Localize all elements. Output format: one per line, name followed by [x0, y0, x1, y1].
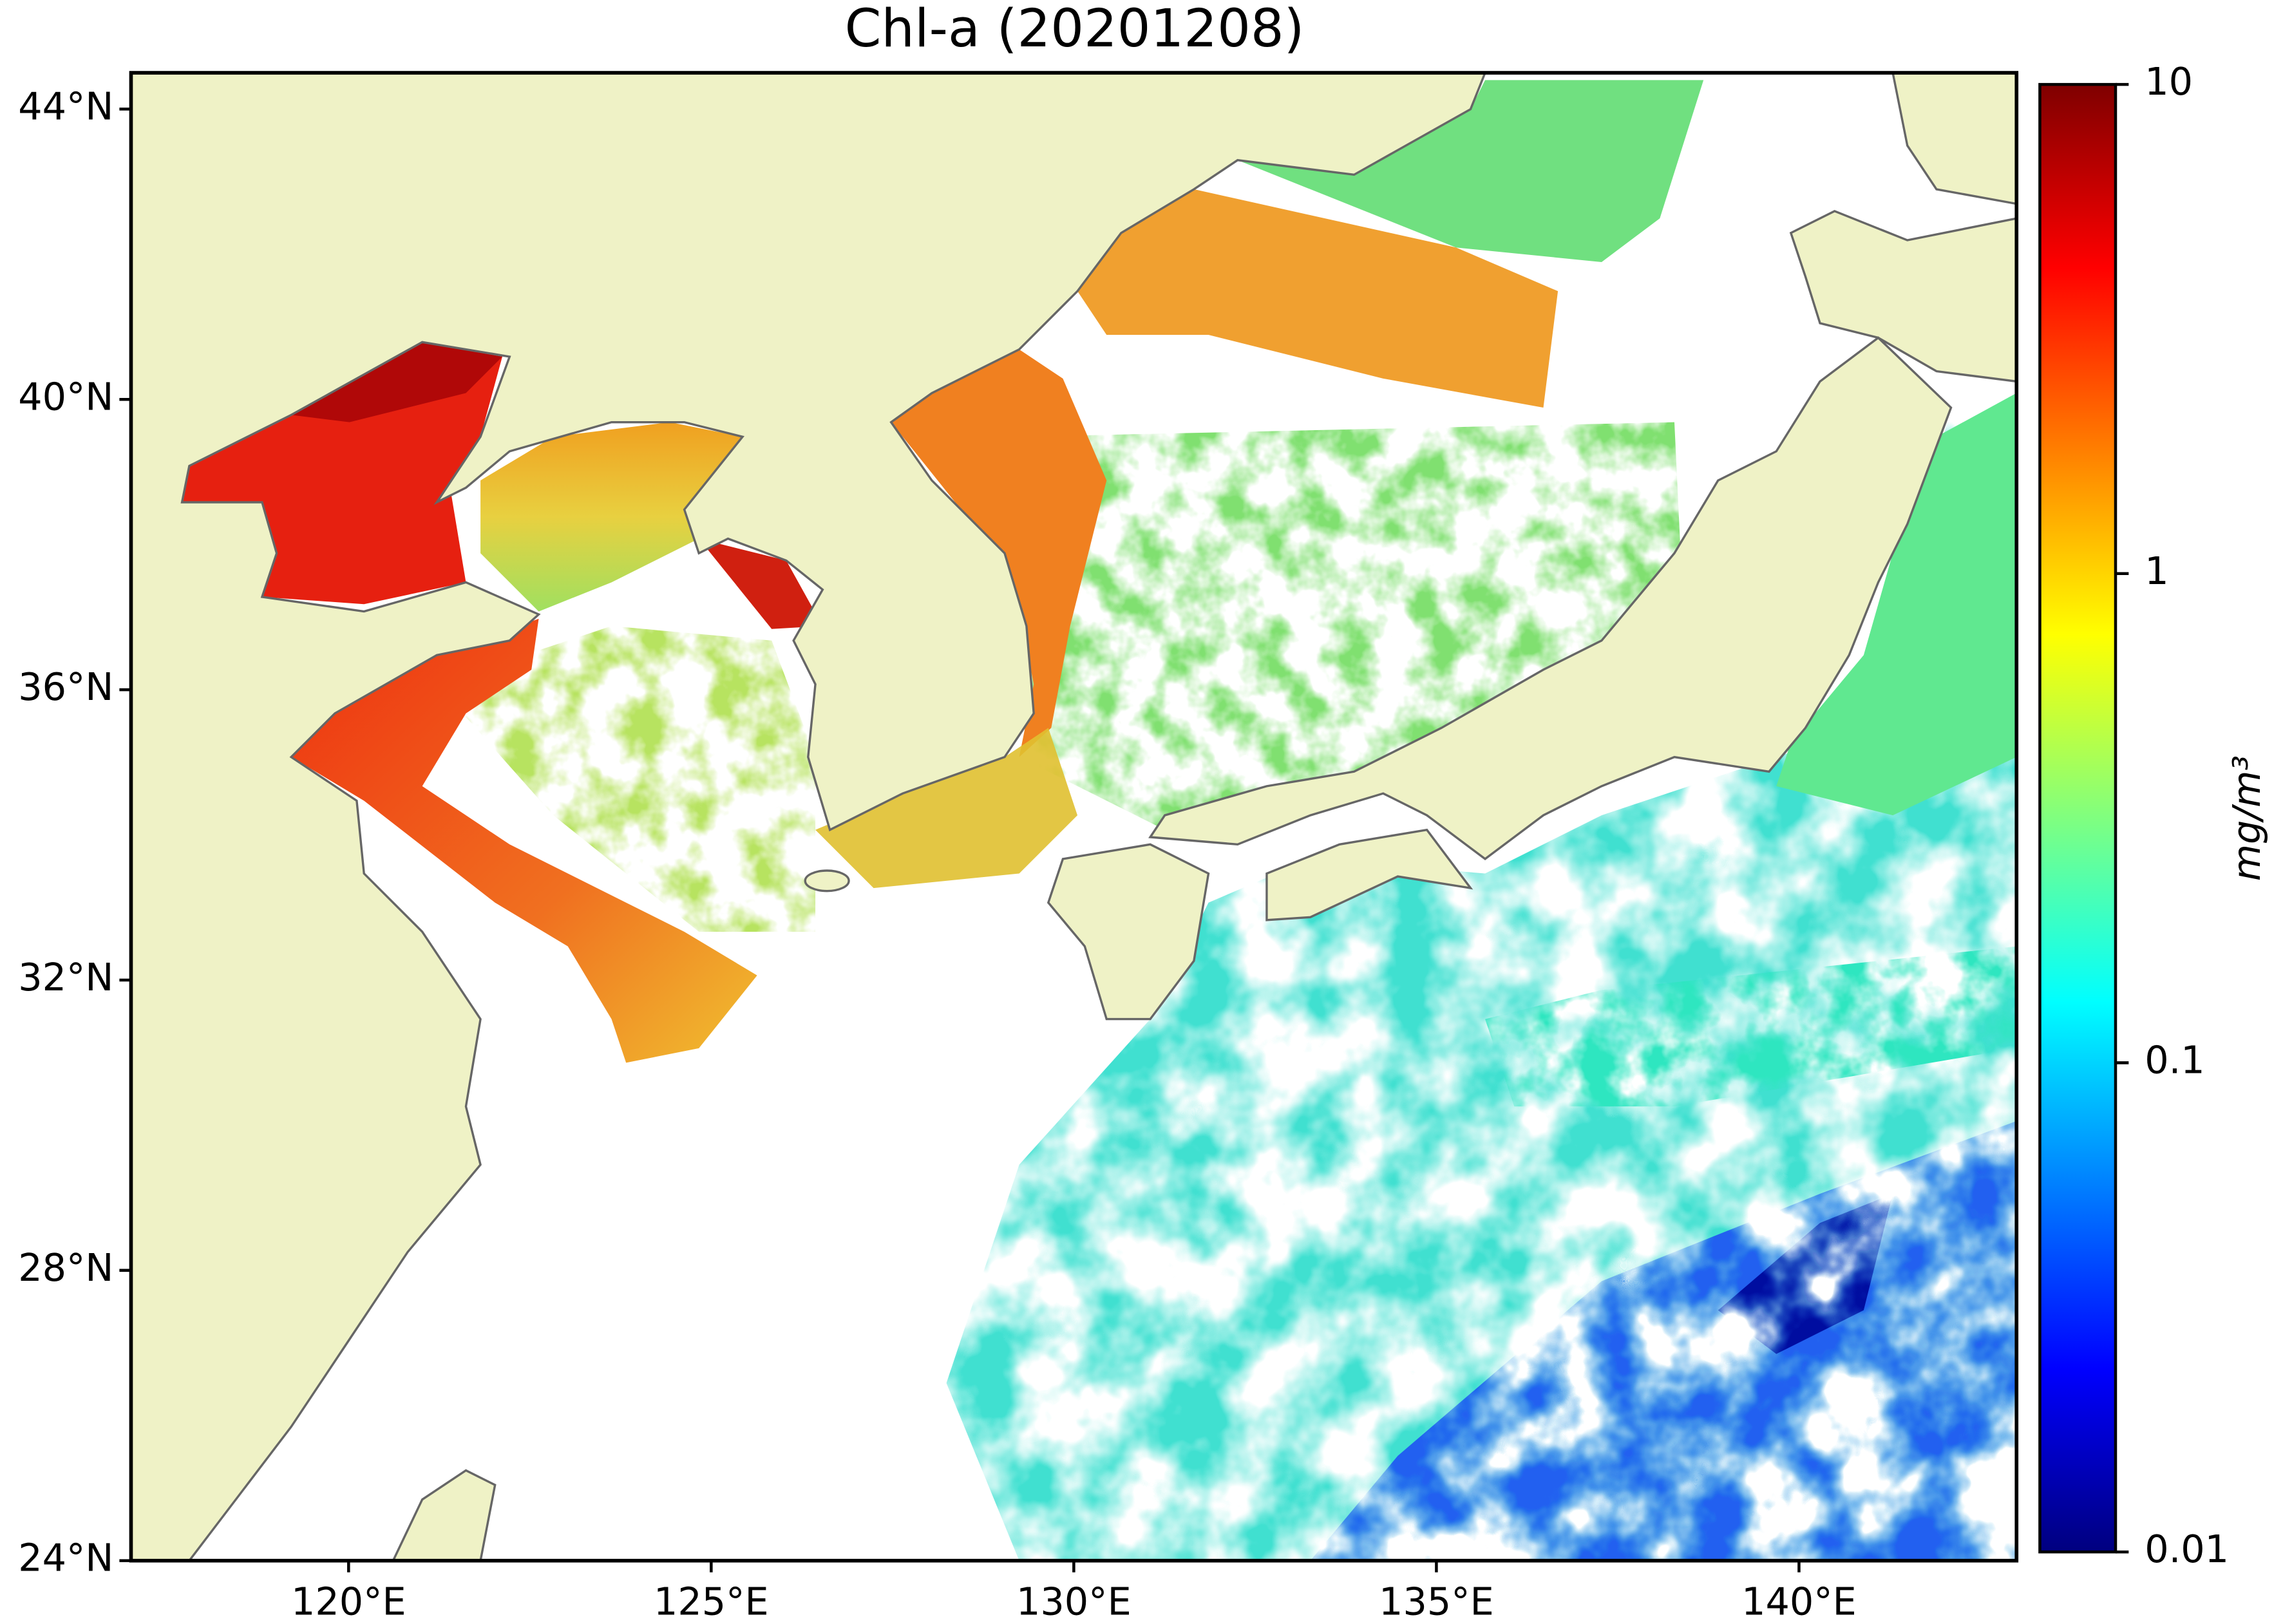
- colorbar: [2038, 82, 2117, 1554]
- x-tick-label: 120°E: [291, 1580, 406, 1624]
- y-tick-label: 36°N: [18, 665, 113, 709]
- colorbar-tick-label: 0.01: [2145, 1527, 2229, 1571]
- y-tick-label: 24°N: [18, 1536, 113, 1580]
- colorbar-tick-label: 1: [2145, 549, 2168, 593]
- map-area: [131, 73, 2017, 1561]
- colorbar-label: mg/m³: [2224, 755, 2269, 881]
- x-tick-label: 130°E: [1016, 1580, 1132, 1624]
- x-tick-label: 140°E: [1741, 1580, 1857, 1624]
- colorbar-tick-label: 0.1: [2145, 1038, 2204, 1082]
- map-title: Chl-a (20201208): [845, 0, 1305, 59]
- land: [131, 73, 2017, 1561]
- colorbar-tick-label: 10: [2145, 59, 2193, 104]
- x-tick-label: 125°E: [654, 1580, 769, 1624]
- y-tick-label: 32°N: [18, 955, 113, 999]
- x-tick-label: 135°E: [1379, 1580, 1494, 1624]
- y-tick-label: 44°N: [18, 84, 113, 129]
- y-tick-label: 40°N: [18, 374, 113, 419]
- y-tick-label: 28°N: [18, 1245, 113, 1290]
